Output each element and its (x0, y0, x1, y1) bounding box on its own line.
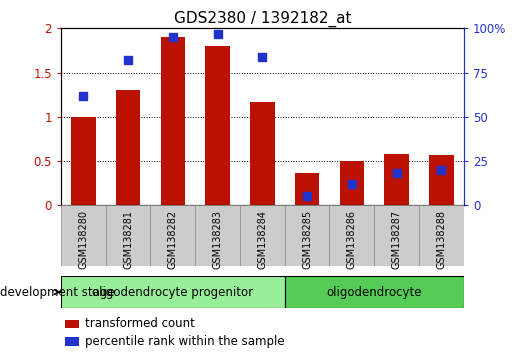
Bar (295, 172, 320, 205)
Text: development stage: development stage (0, 286, 114, 298)
Bar (240, 205, 285, 266)
Point (392, 171, 401, 176)
Bar (340, 161, 364, 205)
Text: GSM138283: GSM138283 (213, 210, 223, 269)
Point (258, 54, 267, 59)
Text: GSM138281: GSM138281 (123, 210, 133, 269)
Bar (161, 37, 185, 205)
Bar (330, 205, 374, 266)
Point (437, 167, 446, 173)
Point (303, 194, 311, 199)
Bar (250, 102, 275, 205)
Bar (205, 46, 230, 205)
Bar (65, 337, 79, 346)
Point (124, 57, 132, 63)
Bar (61, 205, 105, 266)
Text: GSM138284: GSM138284 (258, 210, 267, 269)
Text: GSM138282: GSM138282 (168, 210, 178, 269)
Bar (116, 90, 140, 205)
Bar (71, 117, 95, 205)
Text: oligodendrocyte: oligodendrocyte (326, 286, 422, 298)
Bar (429, 155, 454, 205)
Bar (61, 276, 285, 308)
Text: percentile rank within the sample: percentile rank within the sample (85, 335, 285, 348)
Bar (374, 205, 419, 266)
Bar (285, 276, 464, 308)
Text: GSM138288: GSM138288 (436, 210, 446, 269)
Text: GSM138287: GSM138287 (392, 210, 402, 269)
Bar (105, 205, 151, 266)
Point (79, 93, 87, 98)
Bar (285, 205, 330, 266)
Text: oligodendrocyte progenitor: oligodendrocyte progenitor (92, 286, 253, 298)
Bar (65, 320, 79, 328)
Text: GSM138285: GSM138285 (302, 210, 312, 269)
Text: transformed count: transformed count (85, 318, 195, 330)
Point (214, 31, 222, 36)
Bar (419, 205, 464, 266)
Text: GSM138286: GSM138286 (347, 210, 357, 269)
Bar (384, 154, 409, 205)
Bar (151, 205, 195, 266)
Point (348, 181, 356, 187)
Bar (195, 205, 240, 266)
Title: GDS2380 / 1392182_at: GDS2380 / 1392182_at (174, 11, 351, 27)
Point (169, 34, 177, 40)
Text: GSM138280: GSM138280 (78, 210, 89, 269)
